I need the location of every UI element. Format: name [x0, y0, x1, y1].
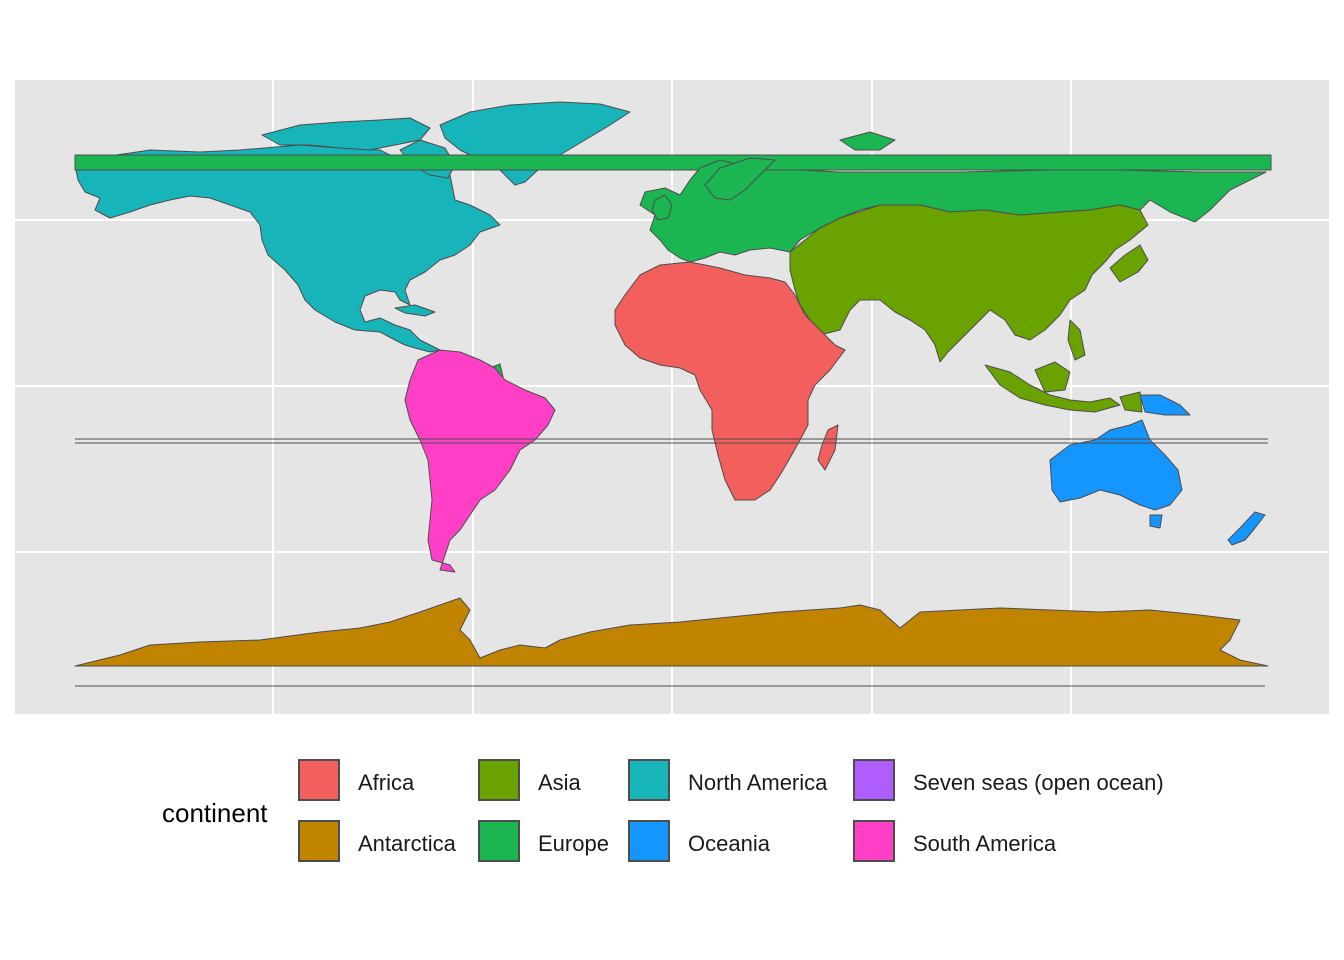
- region-antarctica: [74, 597, 1269, 667]
- region-north-america: [75, 101, 631, 353]
- legend-key-south-america: [853, 820, 895, 862]
- legend-key-antarctica: [298, 820, 340, 862]
- seam-lines: [75, 438, 1268, 687]
- legend-key-europe: [478, 820, 520, 862]
- region-europe: [74, 131, 1272, 378]
- cuba: [394, 304, 436, 317]
- madagascar: [817, 424, 839, 471]
- uk: [651, 194, 673, 221]
- legend-label-antarctica: Antarctica: [358, 831, 456, 856]
- philippines: [1067, 319, 1086, 361]
- legend-label-seven-seas: Seven seas (open ocean): [913, 770, 1164, 795]
- asia-mainland: [789, 204, 1149, 363]
- legend-label-asia: Asia: [538, 770, 581, 795]
- legend-label-europe: Europe: [538, 831, 609, 856]
- legend-key-asia: [478, 759, 520, 801]
- legend-label-north-america: North America: [688, 770, 828, 795]
- legend-label-south-america: South America: [913, 831, 1057, 856]
- tasmania: [1149, 514, 1163, 529]
- legend-key-oceania: [628, 820, 670, 862]
- europe-band-north: [74, 154, 1272, 171]
- europe-mainland: [639, 159, 1267, 263]
- scandinavia: [704, 157, 776, 201]
- legend-key-africa: [298, 759, 340, 801]
- africa-mainland: [614, 261, 846, 501]
- papua-new-guinea: [1139, 394, 1191, 416]
- legend-label-oceania: Oceania: [688, 831, 770, 856]
- legend-label-africa: Africa: [358, 770, 415, 795]
- svalbard: [839, 131, 896, 151]
- region-asia: [789, 204, 1149, 413]
- borneo: [1034, 361, 1071, 393]
- legend-key-north-america: [628, 759, 670, 801]
- south-america-mainland: [404, 349, 556, 573]
- papua-west: [1119, 391, 1143, 413]
- legend-title: continent: [162, 798, 268, 828]
- japan: [1109, 244, 1149, 283]
- new-zealand: [1227, 511, 1266, 546]
- legend: continent Africa Antarctica Asia Europe …: [162, 756, 1202, 868]
- region-south-america: [404, 349, 556, 573]
- region-africa: [614, 261, 846, 501]
- legend-key-seven-seas: [853, 759, 895, 801]
- antarctica-mainland: [74, 597, 1269, 667]
- indonesia: [984, 364, 1121, 413]
- north-america-mainland: [75, 144, 501, 353]
